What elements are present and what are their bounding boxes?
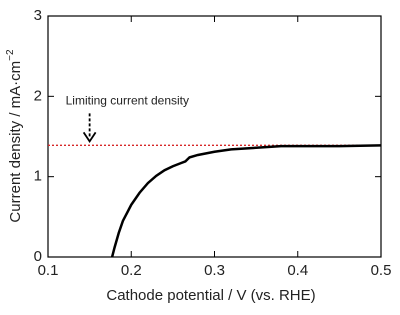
- y-tick-label: 0: [34, 248, 42, 265]
- y-axis-label-main: Current density / mA·cm: [7, 61, 24, 223]
- x-tick-label: 0.1: [38, 262, 59, 279]
- y-axis-label: Current density / mA·cm−2: [5, 49, 24, 223]
- annotation: Limiting current density: [66, 94, 189, 108]
- x-axis-label: Cathode potential / V (vs. RHE): [106, 287, 315, 304]
- x-tick-label: 0.3: [204, 262, 225, 279]
- y-tick-label: 1: [34, 168, 42, 185]
- data-line: [110, 144, 382, 258]
- y-tick-label: 2: [34, 87, 42, 104]
- annotation-arrowhead: [82, 131, 97, 143]
- x-tick-label: 0.2: [121, 262, 142, 279]
- x-tick-label: 0.4: [287, 262, 308, 279]
- plot-frame: [47, 15, 382, 258]
- x-tick-label: 0.5: [371, 262, 392, 279]
- y-axis-label-sup: −2: [5, 49, 16, 61]
- y-tick-label: 3: [34, 7, 42, 24]
